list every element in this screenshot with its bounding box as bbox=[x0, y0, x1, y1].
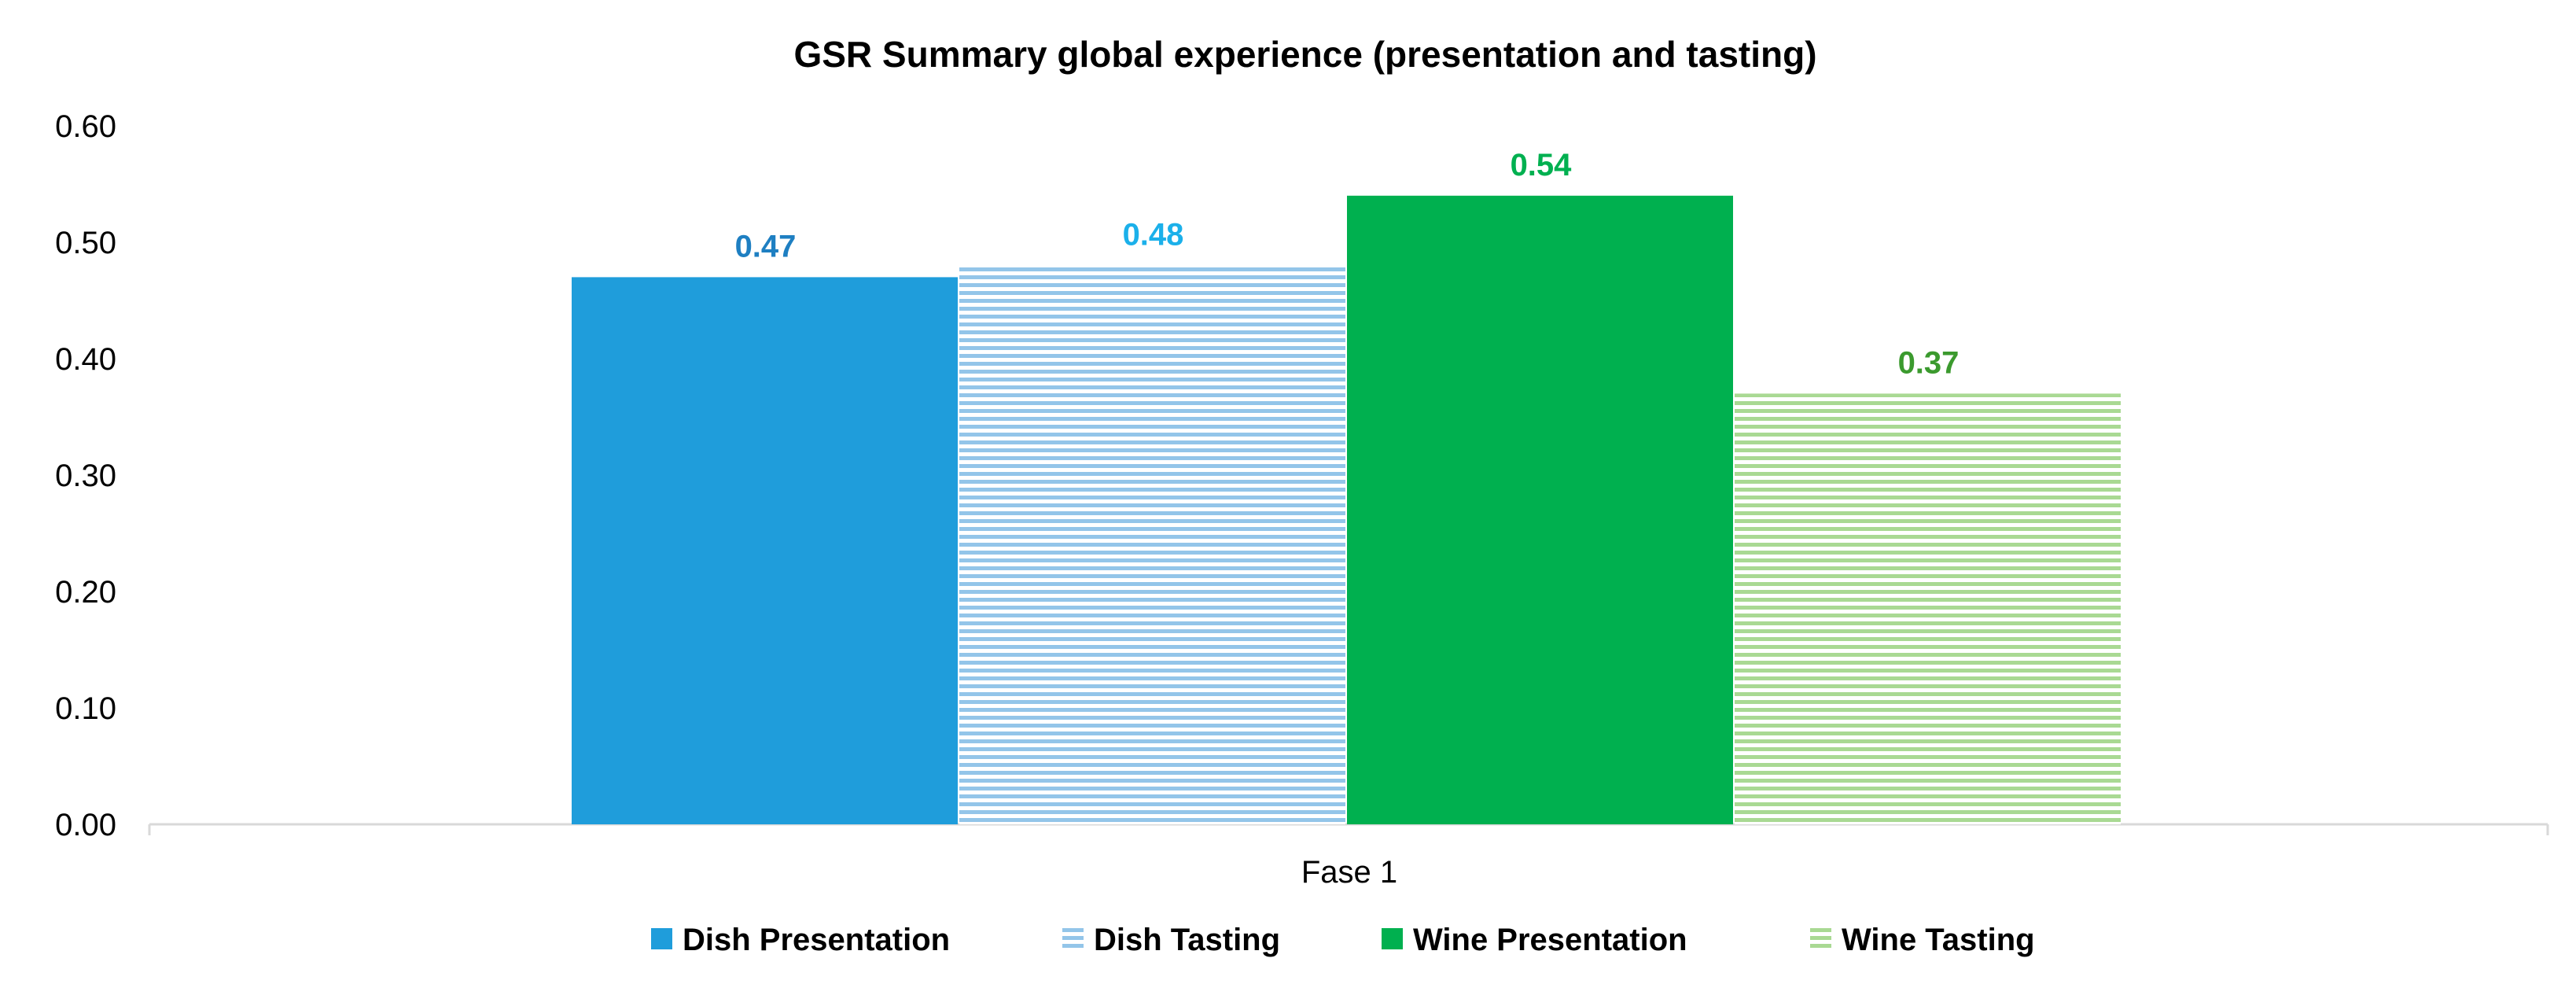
data-labels: 0.47 0.48 0.54 0.37 bbox=[735, 148, 1960, 381]
data-label-dish-presentation: 0.47 bbox=[735, 229, 797, 263]
legend-item-dish-presentation: Dish Presentation bbox=[651, 923, 950, 957]
data-label-wine-presentation: 0.54 bbox=[1511, 148, 1573, 182]
legend: Dish Presentation Dish Tasting Wine Presen… bbox=[651, 923, 2035, 957]
legend-label: Dish Presentation bbox=[683, 923, 950, 957]
y-tick-label: 0.10 bbox=[55, 691, 116, 726]
legend-swatch bbox=[1810, 928, 1831, 949]
chart-title: GSR Summary global experience (presentat… bbox=[793, 34, 1816, 75]
legend-label: Dish Tasting bbox=[1094, 923, 1280, 957]
legend-label: Wine Tasting bbox=[1842, 923, 2035, 957]
y-tick-label: 0.50 bbox=[55, 226, 116, 260]
y-tick-label: 0.60 bbox=[55, 109, 116, 144]
legend-swatch bbox=[1062, 928, 1084, 949]
bar-dish-presentation bbox=[572, 277, 958, 824]
bar-dish-tasting bbox=[959, 265, 1345, 825]
bar-wine-tasting bbox=[1735, 393, 2121, 824]
legend-item-wine-presentation: Wine Presentation bbox=[1382, 923, 1687, 957]
y-tick-label: 0.30 bbox=[55, 459, 116, 493]
legend-label: Wine Presentation bbox=[1413, 923, 1687, 957]
x-axis: Fase 1 bbox=[148, 823, 2549, 890]
y-axis: 0.00 0.10 0.20 0.30 0.40 0.50 0.60 bbox=[55, 109, 116, 842]
x-category-label: Fase 1 bbox=[1301, 855, 1397, 890]
bar-wine-presentation bbox=[1347, 195, 1733, 825]
legend-item-wine-tasting: Wine Tasting bbox=[1810, 923, 2035, 957]
y-tick-label: 0.00 bbox=[55, 808, 116, 842]
legend-swatch bbox=[1382, 928, 1403, 949]
legend-swatch bbox=[651, 928, 672, 949]
data-label-wine-tasting: 0.37 bbox=[1898, 345, 1960, 380]
bars bbox=[572, 195, 2121, 825]
data-label-dish-tasting: 0.48 bbox=[1123, 218, 1184, 252]
y-tick-label: 0.20 bbox=[55, 575, 116, 610]
y-tick-label: 0.40 bbox=[55, 342, 116, 377]
legend-item-dish-tasting: Dish Tasting bbox=[1062, 923, 1280, 957]
